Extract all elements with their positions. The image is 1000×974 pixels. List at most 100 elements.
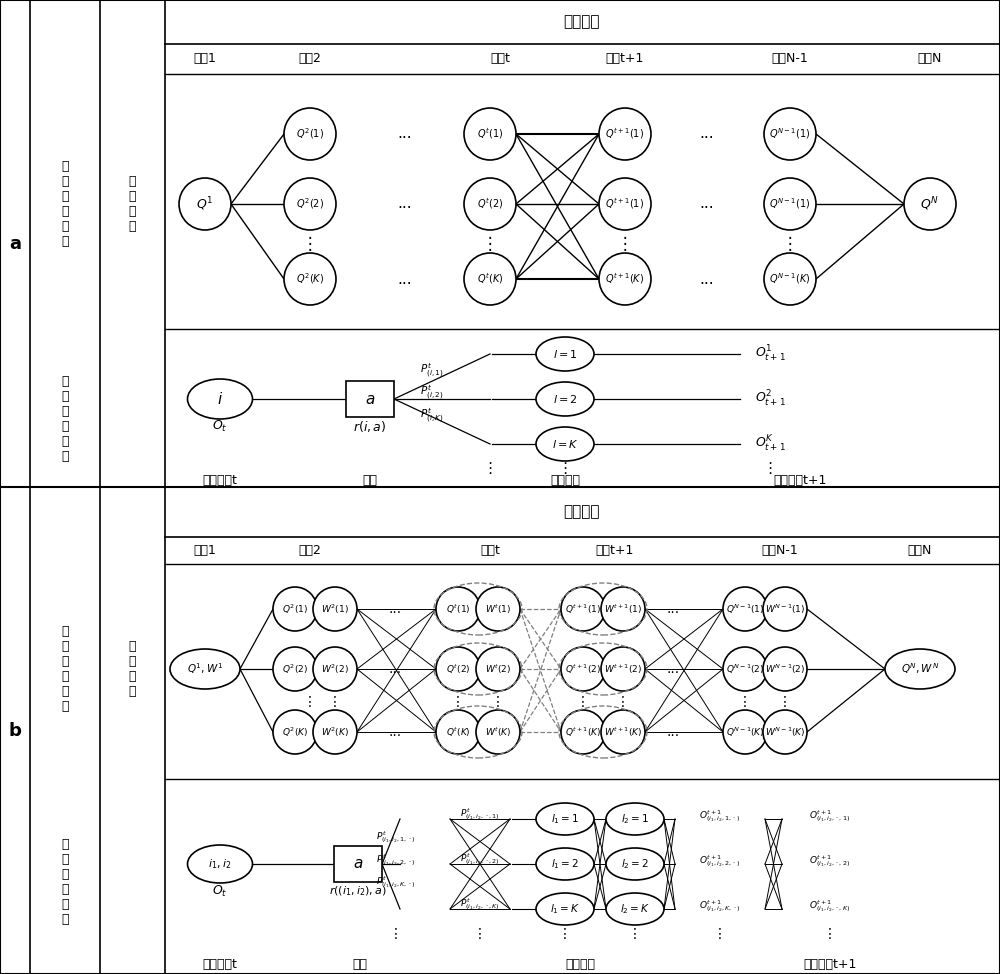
Text: $W^2(1)$: $W^2(1)$ [321,602,349,616]
Circle shape [284,178,336,230]
Circle shape [763,587,807,631]
Text: $P^t_{(i_1,i_2,\cdot,K)}$: $P^t_{(i_1,i_2,\cdot,K)}$ [460,896,500,912]
Text: 转移概率: 转移概率 [565,957,595,970]
Text: $Q^2(K)$: $Q^2(K)$ [296,272,324,286]
Text: $W^{t+1}(K)$: $W^{t+1}(K)$ [604,726,642,738]
Text: $Q^{N-1}(1)$: $Q^{N-1}(1)$ [726,602,764,616]
Text: $l_1=1$: $l_1=1$ [551,812,579,826]
Circle shape [273,587,317,631]
Ellipse shape [536,848,594,880]
Text: ...: ... [388,725,402,739]
Text: $Q^{N-1}(1)$: $Q^{N-1}(1)$ [769,197,811,211]
Text: ...: ... [388,662,402,676]
Text: $Q^2(1)$: $Q^2(1)$ [296,127,324,141]
Circle shape [464,108,516,160]
Text: $O^{t+1}_{(i_1,i_2,\cdot,1)}$: $O^{t+1}_{(i_1,i_2,\cdot,1)}$ [809,808,851,824]
Text: $Q^N,W^N$: $Q^N,W^N$ [901,661,939,676]
Circle shape [284,253,336,305]
Text: ...: ... [666,662,680,676]
Text: $O_{t+1}^1$: $O_{t+1}^1$ [755,344,785,364]
Text: $Q^{N-1}(K)$: $Q^{N-1}(K)$ [769,272,811,286]
Text: $Q^2(K)$: $Q^2(K)$ [282,726,308,738]
Text: $Q^{t+1}(K)$: $Q^{t+1}(K)$ [605,272,645,286]
Text: ...: ... [700,197,714,211]
Text: $l_1=K$: $l_1=K$ [550,902,580,916]
Text: $Q^2(2)$: $Q^2(2)$ [282,662,308,676]
Bar [346,381,394,417]
Text: ...: ... [700,272,714,286]
Ellipse shape [606,803,664,835]
Text: $i_1,i_2$: $i_1,i_2$ [208,857,232,871]
Text: ...: ... [388,602,402,616]
Text: $W^{N-1}(1)$: $W^{N-1}(1)$ [765,602,805,616]
Circle shape [601,647,645,691]
Text: $P^t_{(i_1,i_2,\cdot,2)}$: $P^t_{(i_1,i_2,\cdot,2)}$ [460,851,500,867]
Text: ⋮: ⋮ [713,927,727,941]
Text: $P^t_{(i_1,i_2,2,\cdot)}$: $P^t_{(i_1,i_2,2,\cdot)}$ [376,852,416,868]
Circle shape [284,108,336,160]
Text: $O^{t+1}_{(i_1,i_2,K,\cdot)}$: $O^{t+1}_{(i_1,i_2,K,\cdot)}$ [699,898,741,914]
Text: 阶段N-1: 阶段N-1 [762,544,798,557]
Text: ...: ... [666,725,680,739]
Ellipse shape [536,337,594,371]
Text: 阶段N: 阶段N [918,53,942,65]
Text: $O_{t+1}^K$: $O_{t+1}^K$ [755,434,785,454]
Text: $a$: $a$ [353,856,363,872]
Circle shape [599,108,651,160]
Ellipse shape [188,845,252,883]
Ellipse shape [536,382,594,416]
Circle shape [313,647,357,691]
Text: 下一阶段t+1: 下一阶段t+1 [803,957,857,970]
Text: $P^t_{(i_1,i_2,1,\cdot)}$: $P^t_{(i_1,i_2,1,\cdot)}$ [376,830,416,845]
Text: ⋮: ⋮ [473,927,487,941]
Text: ⋮: ⋮ [451,695,465,709]
Text: $O^{t+1}_{(i_1,i_2,\cdot,2)}$: $O^{t+1}_{(i_1,i_2,\cdot,2)}$ [809,853,851,869]
Text: ⋮: ⋮ [303,695,317,709]
Ellipse shape [536,893,594,925]
Text: ⋮: ⋮ [482,462,498,476]
Text: 阶段t: 阶段t [480,544,500,557]
Text: $W^t(K)$: $W^t(K)$ [485,726,511,738]
Text: ⋮: ⋮ [389,927,403,941]
Text: 阶段1: 阶段1 [194,544,216,557]
Text: 阶段N: 阶段N [908,544,932,557]
Circle shape [723,710,767,754]
Text: ⋮: ⋮ [762,462,778,476]
Ellipse shape [885,649,955,689]
Circle shape [599,253,651,305]
Text: $Q^{t+1}(K)$: $Q^{t+1}(K)$ [565,726,601,738]
Text: $r(i,a)$: $r(i,a)$ [353,419,387,433]
Text: ⋮: ⋮ [823,927,837,941]
Ellipse shape [536,803,594,835]
Ellipse shape [170,649,240,689]
Text: ...: ... [398,272,412,286]
Text: ⋮: ⋮ [557,462,573,476]
Text: $l_2=K$: $l_2=K$ [620,902,650,916]
Text: 下一阶段t+1: 下一阶段t+1 [773,473,827,486]
Text: $Q^2(1)$: $Q^2(1)$ [282,602,308,616]
Text: $Q^t(2)$: $Q^t(2)$ [446,662,470,676]
Ellipse shape [606,848,664,880]
Text: $O^{t+1}_{(i_1,i_2,\cdot,K)}$: $O^{t+1}_{(i_1,i_2,\cdot,K)}$ [809,898,851,914]
Text: 阶段t+1: 阶段t+1 [606,53,644,65]
Text: $W^{t+1}(2)$: $W^{t+1}(2)$ [604,662,642,676]
Text: 状
态
转
移
方
程: 状 态 转 移 方 程 [61,838,69,926]
Text: $l=1$: $l=1$ [553,348,577,360]
Circle shape [313,587,357,631]
Text: ...: ... [666,602,680,616]
Text: ...: ... [398,127,412,141]
Text: $Q^t(K)$: $Q^t(K)$ [446,726,470,738]
Text: $W^{N-1}(K)$: $W^{N-1}(K)$ [765,726,805,738]
Text: 决策: 决策 [352,957,368,970]
Text: $Q^N$: $Q^N$ [920,195,940,212]
Circle shape [273,710,317,754]
Text: ⋮: ⋮ [617,235,633,253]
Text: $O_t$: $O_t$ [212,419,228,433]
Text: $O_{t+1}^2$: $O_{t+1}^2$ [755,389,785,409]
Ellipse shape [536,427,594,461]
Text: 当前阶段t: 当前阶段t [203,957,237,970]
Circle shape [313,710,357,754]
Circle shape [599,178,651,230]
Circle shape [764,253,816,305]
Circle shape [273,647,317,691]
